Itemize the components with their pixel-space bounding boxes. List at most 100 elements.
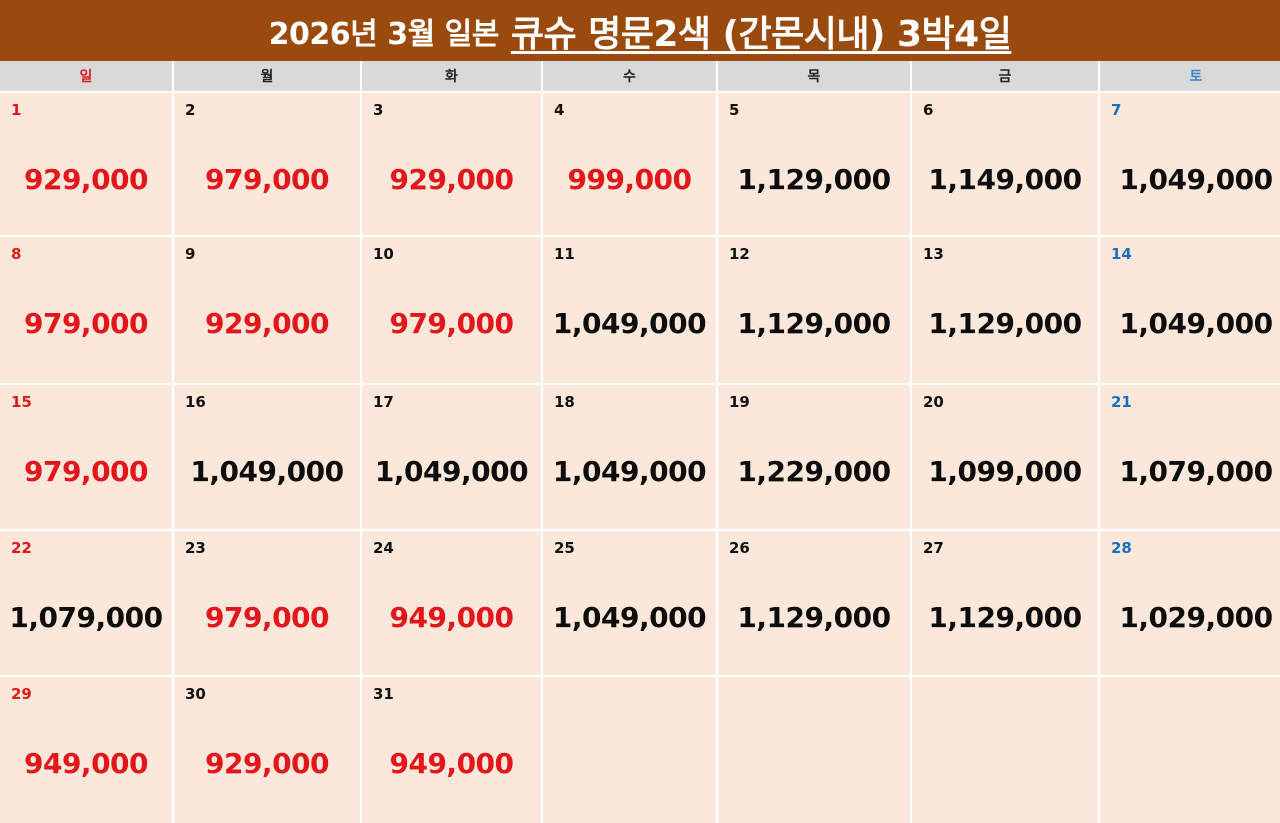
- calendar-empty-cell: [1100, 677, 1280, 823]
- calendar-day-cell[interactable]: 12 1,129,000: [718, 237, 910, 383]
- calendar-day-cell[interactable]: 26 1,129,000: [718, 531, 910, 675]
- calendar-day-cell[interactable]: 5 1,129,000: [718, 93, 910, 235]
- price-value: 1,049,000: [190, 455, 344, 488]
- day-number: 14: [1111, 245, 1132, 263]
- day-number: 3: [373, 101, 384, 119]
- calendar-day-cell[interactable]: 30 929,000: [174, 677, 360, 823]
- day-number: 29: [11, 685, 32, 703]
- day-number: 12: [729, 245, 750, 263]
- price-value: 1,049,000: [552, 455, 707, 488]
- price-value: 1,129,000: [928, 307, 1082, 340]
- day-number: 9: [185, 245, 196, 263]
- day-number: 5: [729, 101, 740, 119]
- day-number: 26: [729, 539, 750, 557]
- day-number: 4: [554, 101, 565, 119]
- price-value: 1,079,000: [9, 601, 163, 634]
- day-number: 18: [554, 393, 575, 411]
- calendar-empty-cell: [718, 677, 910, 823]
- weekday-header: 월: [174, 61, 360, 91]
- calendar-day-cell[interactable]: 10 979,000: [362, 237, 541, 383]
- price-value: 1,049,000: [552, 307, 707, 340]
- price-value: 999,000: [567, 163, 692, 196]
- price-value: 949,000: [389, 601, 514, 634]
- calendar-day-cell[interactable]: 19 1,229,000: [718, 385, 910, 529]
- price-value: 1,079,000: [1119, 455, 1273, 488]
- day-number: 30: [185, 685, 206, 703]
- calendar-day-cell[interactable]: 3 929,000: [362, 93, 541, 235]
- weekday-header: 화: [362, 61, 541, 91]
- price-value: 929,000: [23, 163, 149, 196]
- price-value: 1,149,000: [928, 163, 1082, 196]
- price-value: 929,000: [204, 747, 330, 780]
- day-number: 22: [11, 539, 32, 557]
- calendar-day-cell[interactable]: 25 1,049,000: [543, 531, 716, 675]
- price-value: 1,049,000: [1119, 163, 1273, 196]
- calendar-day-cell[interactable]: 16 1,049,000: [174, 385, 360, 529]
- title-prefix: 2026년 3월 일본: [268, 16, 500, 52]
- price-value: 1,049,000: [374, 455, 529, 488]
- price-value: 1,049,000: [552, 601, 707, 634]
- weekday-header: 목: [718, 61, 910, 91]
- price-value: 949,000: [389, 747, 514, 780]
- price-value: 1,129,000: [737, 601, 891, 634]
- calendar-day-cell[interactable]: 13 1,129,000: [912, 237, 1098, 383]
- calendar-day-cell[interactable]: 31 949,000: [362, 677, 541, 823]
- day-number: 16: [185, 393, 206, 411]
- calendar-day-cell[interactable]: 22 1,079,000: [0, 531, 172, 675]
- day-number: 24: [373, 539, 394, 557]
- weekday-header: 수: [543, 61, 716, 91]
- calendar-day-cell[interactable]: 27 1,129,000: [912, 531, 1098, 675]
- day-number: 13: [923, 245, 944, 263]
- calendar-empty-cell: [912, 677, 1098, 823]
- price-value: 979,000: [204, 163, 330, 196]
- calendar-day-cell[interactable]: 2 979,000: [174, 93, 360, 235]
- day-number: 23: [185, 539, 206, 557]
- calendar-day-cell[interactable]: 1 929,000: [0, 93, 172, 235]
- calendar-day-cell[interactable]: 4 999,000: [543, 93, 716, 235]
- calendar-day-cell[interactable]: 17 1,049,000: [362, 385, 541, 529]
- day-number: 15: [11, 393, 32, 411]
- day-number: 1: [11, 101, 22, 119]
- day-number: 27: [923, 539, 944, 557]
- calendar-day-cell[interactable]: 8 979,000: [0, 237, 172, 383]
- price-value: 1,049,000: [1119, 307, 1273, 340]
- calendar-day-cell[interactable]: 14 1,049,000: [1100, 237, 1280, 383]
- day-number: 10: [373, 245, 394, 263]
- price-value: 979,000: [23, 307, 149, 340]
- title-main: 큐슈 명문2색 (간몬시내) 3박4일: [510, 13, 1012, 55]
- weekday-header: 금: [912, 61, 1098, 91]
- calendar-day-cell[interactable]: 28 1,029,000: [1100, 531, 1280, 675]
- calendar-day-cell[interactable]: 11 1,049,000: [543, 237, 716, 383]
- price-value: 1,129,000: [737, 307, 891, 340]
- price-value: 929,000: [204, 307, 330, 340]
- calendar-day-cell[interactable]: 20 1,099,000: [912, 385, 1098, 529]
- day-number: 25: [554, 539, 575, 557]
- calendar-day-cell[interactable]: 7 1,049,000: [1100, 93, 1280, 235]
- price-value: 1,229,000: [737, 455, 891, 488]
- price-value: 949,000: [23, 747, 149, 780]
- calendar-day-cell[interactable]: 6 1,149,000: [912, 93, 1098, 235]
- calendar-day-cell[interactable]: 29 949,000: [0, 677, 172, 823]
- calendar-grid: 일 월 화 수 목 금 토 1 929,000 2 979,000 3 929,000 4 999,000 5…: [0, 61, 1280, 823]
- calendar-day-cell[interactable]: 21 1,079,000: [1100, 385, 1280, 529]
- price-value: 1,129,000: [737, 163, 891, 196]
- day-number: 8: [11, 245, 22, 263]
- price-value: 979,000: [204, 601, 330, 634]
- day-number: 17: [373, 393, 394, 411]
- calendar-day-cell[interactable]: 24 949,000: [362, 531, 541, 675]
- calendar-day-cell[interactable]: 15 979,000: [0, 385, 172, 529]
- day-number: 2: [185, 101, 196, 119]
- calendar-day-cell[interactable]: 9 929,000: [174, 237, 360, 383]
- price-value: 1,029,000: [1119, 601, 1273, 634]
- title-banner: 2026년 3월 일본 큐슈 명문2색 (간몬시내) 3박4일: [0, 0, 1280, 61]
- calendar-day-cell[interactable]: 18 1,049,000: [543, 385, 716, 529]
- calendar-day-cell[interactable]: 23 979,000: [174, 531, 360, 675]
- day-number: 19: [729, 393, 750, 411]
- weekday-header: 일: [0, 61, 172, 91]
- price-value: 929,000: [389, 163, 514, 196]
- price-value: 1,099,000: [928, 455, 1082, 488]
- day-number: 20: [923, 393, 944, 411]
- weekday-header: 토: [1100, 61, 1280, 91]
- day-number: 28: [1111, 539, 1132, 557]
- price-value: 979,000: [23, 455, 149, 488]
